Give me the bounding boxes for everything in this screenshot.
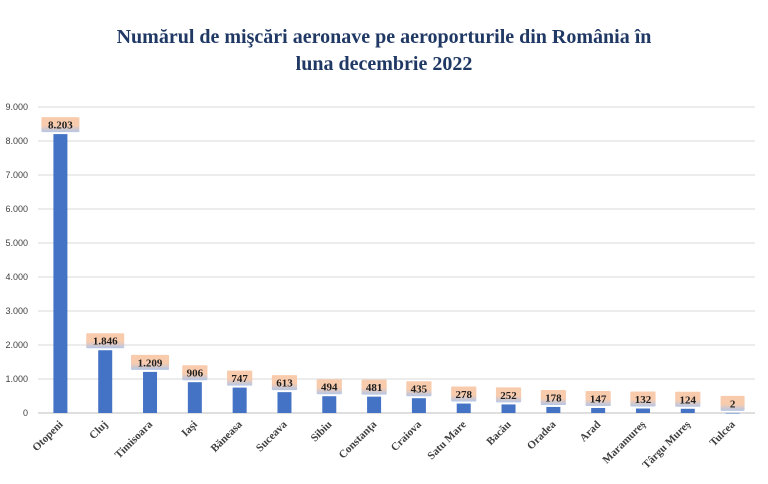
data-label: 278 bbox=[455, 389, 472, 401]
x-tick-label: Suceava bbox=[254, 418, 290, 454]
data-label-box bbox=[585, 391, 611, 407]
x-tick-label: Constanţa bbox=[337, 418, 380, 461]
data-label: 252 bbox=[500, 390, 517, 402]
data-label-box bbox=[495, 387, 522, 403]
y-tick-label: 3.000 bbox=[5, 306, 28, 316]
data-label: 132 bbox=[635, 394, 652, 406]
x-tick-label: Târgu Mureş bbox=[640, 418, 693, 471]
data-label-box bbox=[361, 379, 387, 395]
y-tick-label: 0 bbox=[23, 408, 28, 418]
chart-title-line-2: luna decembrie 2022 bbox=[295, 53, 473, 75]
y-tick-label: 7.000 bbox=[5, 170, 28, 180]
data-label: 1.846 bbox=[93, 336, 118, 348]
x-tick-label: Otopeni bbox=[30, 419, 65, 454]
x-tick-label: Cluj bbox=[87, 419, 110, 442]
data-label-box bbox=[271, 375, 298, 391]
bar bbox=[501, 404, 516, 413]
data-label: 906 bbox=[187, 368, 204, 380]
bar bbox=[232, 387, 247, 413]
bar bbox=[98, 350, 113, 413]
x-tick-label: Satu Mare bbox=[425, 419, 469, 463]
x-tick-label: Tulcea bbox=[707, 418, 738, 449]
bar bbox=[456, 403, 471, 413]
chart-title-line-1: Numărul de mişcări aeronave pe aeroportu… bbox=[116, 26, 652, 48]
bar bbox=[53, 134, 68, 413]
data-label: 747 bbox=[231, 373, 248, 385]
bar bbox=[725, 412, 740, 414]
bar bbox=[143, 371, 158, 413]
data-label-box bbox=[182, 365, 208, 381]
bar bbox=[322, 396, 337, 413]
data-label-box bbox=[720, 395, 745, 411]
data-label: 124 bbox=[680, 394, 697, 406]
data-label: 481 bbox=[366, 382, 383, 394]
bar bbox=[591, 408, 606, 413]
x-tick-label: Oradea bbox=[525, 418, 559, 452]
bar bbox=[277, 392, 292, 413]
bar bbox=[546, 406, 561, 413]
data-label-box bbox=[675, 391, 701, 407]
data-label: 613 bbox=[276, 378, 293, 390]
x-tick-label: Arad bbox=[578, 419, 604, 445]
data-label: 1.209 bbox=[138, 357, 163, 369]
data-label: 494 bbox=[321, 382, 338, 394]
x-tick-label: Craiova bbox=[389, 418, 425, 454]
bar bbox=[367, 396, 382, 413]
data-label-box bbox=[131, 354, 170, 370]
bar bbox=[635, 408, 650, 413]
y-tick-label: 4.000 bbox=[5, 272, 28, 282]
data-label-box bbox=[630, 391, 656, 407]
y-tick-label: 6.000 bbox=[5, 204, 28, 214]
y-tick-label: 8.000 bbox=[5, 136, 28, 146]
y-tick-label: 5.000 bbox=[5, 238, 28, 248]
bar bbox=[680, 408, 695, 413]
x-tick-label: Sibiu bbox=[309, 419, 335, 445]
data-label: 2 bbox=[730, 398, 736, 410]
data-label-box bbox=[86, 333, 125, 349]
y-tick-label: 9.000 bbox=[5, 102, 28, 112]
data-label: 435 bbox=[411, 384, 428, 396]
data-label-box bbox=[451, 386, 477, 402]
data-label: 8.203 bbox=[48, 120, 73, 132]
y-tick-label: 2.000 bbox=[5, 340, 28, 350]
x-tick-label: Iaşi bbox=[179, 419, 200, 440]
y-tick-label: 1.000 bbox=[5, 374, 28, 384]
bar bbox=[411, 398, 426, 413]
data-label: 178 bbox=[545, 392, 562, 404]
bar bbox=[187, 382, 202, 413]
x-tick-label: Maramureş bbox=[600, 418, 648, 466]
x-tick-label: Bacău bbox=[484, 419, 513, 448]
x-tick-label: Timisoara bbox=[113, 418, 156, 461]
data-label-box bbox=[41, 117, 80, 133]
x-tick-label: Băneasa bbox=[209, 418, 245, 454]
data-label-box bbox=[540, 389, 566, 405]
data-label-box bbox=[227, 370, 253, 386]
data-label-box bbox=[316, 379, 342, 395]
chart-title: Numărul de mişcări aeronave pe aeroportu… bbox=[84, 24, 684, 78]
data-label-box bbox=[406, 381, 432, 397]
data-label: 147 bbox=[590, 394, 607, 406]
